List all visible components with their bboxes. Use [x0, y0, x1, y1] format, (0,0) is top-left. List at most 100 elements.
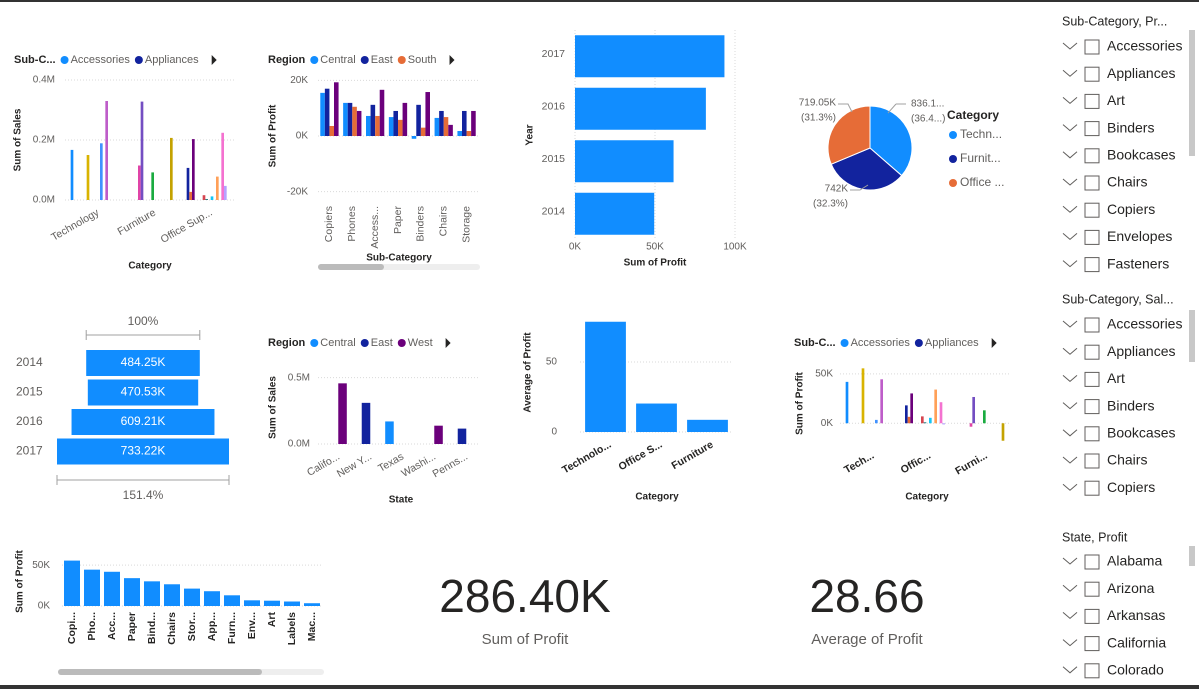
- bar[interactable]: [942, 423, 945, 425]
- bar[interactable]: [462, 110, 467, 136]
- checkbox[interactable]: [1084, 636, 1100, 652]
- bar[interactable]: [264, 600, 280, 606]
- bar[interactable]: [70, 149, 74, 200]
- slicer-item[interactable]: Chairs: [1107, 174, 1147, 190]
- legend-label[interactable]: Appliances: [925, 337, 979, 349]
- expand-chevron[interactable]: [1062, 260, 1078, 268]
- bar[interactable]: [284, 601, 300, 606]
- legend-label[interactable]: East: [371, 337, 393, 349]
- slicer-item[interactable]: Envelopes: [1107, 228, 1172, 244]
- pie-slice[interactable]: [869, 105, 913, 177]
- checkbox[interactable]: [1084, 229, 1100, 245]
- bar[interactable]: [138, 165, 141, 201]
- checkbox[interactable]: [1084, 480, 1100, 496]
- slicer-item[interactable]: Binders: [1107, 397, 1154, 413]
- slicer-item[interactable]: Bookcases: [1107, 425, 1175, 441]
- expand-chevron[interactable]: [1062, 97, 1078, 105]
- bar[interactable]: [370, 104, 376, 136]
- slicer-item[interactable]: Appliances: [1107, 65, 1176, 81]
- slicer-item[interactable]: Alabama: [1107, 553, 1162, 569]
- expand-chevron[interactable]: [1062, 429, 1078, 437]
- checkbox[interactable]: [1084, 202, 1100, 218]
- slicer-item[interactable]: Chairs: [1107, 452, 1147, 468]
- expand-chevron[interactable]: [1062, 375, 1078, 383]
- bar[interactable]: [334, 82, 339, 136]
- bar[interactable]: [575, 87, 706, 130]
- bar[interactable]: [434, 117, 440, 136]
- checkbox[interactable]: [1084, 581, 1100, 597]
- legend-next[interactable]: [445, 338, 451, 348]
- bar[interactable]: [105, 101, 108, 200]
- bar[interactable]: [189, 191, 192, 200]
- slicer-item[interactable]: Art: [1107, 370, 1125, 386]
- expand-chevron[interactable]: [1062, 151, 1078, 159]
- legend-label[interactable]: Appliances: [145, 54, 199, 66]
- slicer-item[interactable]: Art: [1107, 92, 1125, 108]
- legend-label[interactable]: Central: [320, 337, 355, 349]
- slicer-item[interactable]: Copiers: [1107, 201, 1155, 217]
- legend-label[interactable]: Accessories: [71, 54, 131, 66]
- bar[interactable]: [939, 402, 943, 424]
- expand-chevron[interactable]: [1062, 666, 1078, 674]
- bar[interactable]: [687, 419, 728, 432]
- bar[interactable]: [416, 104, 421, 136]
- scrollbar-thumb[interactable]: [318, 264, 384, 270]
- bar[interactable]: [398, 119, 403, 136]
- bar[interactable]: [86, 155, 90, 200]
- bar[interactable]: [585, 321, 626, 432]
- bar[interactable]: [221, 132, 224, 200]
- bar[interactable]: [338, 383, 347, 444]
- bar[interactable]: [983, 410, 986, 424]
- bar[interactable]: [471, 110, 476, 136]
- bar[interactable]: [324, 88, 330, 136]
- bar[interactable]: [845, 381, 849, 424]
- legend-label[interactable]: Accessories: [851, 337, 911, 349]
- expand-chevron[interactable]: [1062, 69, 1078, 77]
- checkbox[interactable]: [1084, 39, 1100, 55]
- bar[interactable]: [934, 389, 937, 424]
- slicer-item[interactable]: Binders: [1107, 119, 1154, 135]
- legend-next[interactable]: [211, 55, 217, 65]
- slicer-scrollbar[interactable]: [1189, 546, 1195, 566]
- bar[interactable]: [361, 402, 371, 444]
- bar[interactable]: [144, 581, 160, 606]
- bar[interactable]: [100, 143, 103, 200]
- bar[interactable]: [356, 110, 362, 136]
- bar[interactable]: [420, 127, 426, 136]
- bar[interactable]: [224, 595, 240, 606]
- bar[interactable]: [202, 195, 206, 200]
- bar[interactable]: [448, 124, 453, 136]
- slicer-item[interactable]: Accessories: [1107, 316, 1182, 332]
- legend-label[interactable]: Furnit...: [960, 151, 1001, 165]
- expand-chevron[interactable]: [1062, 483, 1078, 491]
- bar[interactable]: [216, 176, 219, 200]
- legend-label[interactable]: Techn...: [960, 127, 1002, 141]
- slicer-item[interactable]: Bookcases: [1107, 147, 1175, 163]
- bar[interactable]: [64, 560, 80, 606]
- bar[interactable]: [861, 368, 865, 424]
- expand-chevron[interactable]: [1062, 42, 1078, 50]
- bar[interactable]: [443, 117, 449, 136]
- bar[interactable]: [184, 588, 200, 606]
- bar[interactable]: [575, 192, 655, 235]
- legend-next[interactable]: [991, 338, 997, 348]
- bar[interactable]: [905, 405, 908, 424]
- bar[interactable]: [1001, 423, 1005, 441]
- slicer-item[interactable]: Accessories: [1107, 38, 1182, 54]
- funnel-bar[interactable]: [71, 409, 215, 435]
- bar[interactable]: [434, 425, 443, 444]
- bar[interactable]: [969, 423, 973, 427]
- bar[interactable]: [880, 379, 883, 424]
- bar[interactable]: [205, 199, 208, 200]
- bar[interactable]: [347, 102, 353, 136]
- expand-chevron[interactable]: [1062, 584, 1078, 592]
- slicer-item[interactable]: Colorado: [1107, 662, 1164, 678]
- bar[interactable]: [385, 421, 394, 444]
- bar[interactable]: [457, 428, 467, 444]
- checkbox[interactable]: [1084, 608, 1100, 624]
- bar[interactable]: [921, 416, 924, 424]
- expand-chevron[interactable]: [1062, 320, 1078, 328]
- expand-chevron[interactable]: [1062, 178, 1078, 186]
- slicer-scrollbar[interactable]: [1189, 30, 1195, 156]
- bar[interactable]: [164, 584, 180, 606]
